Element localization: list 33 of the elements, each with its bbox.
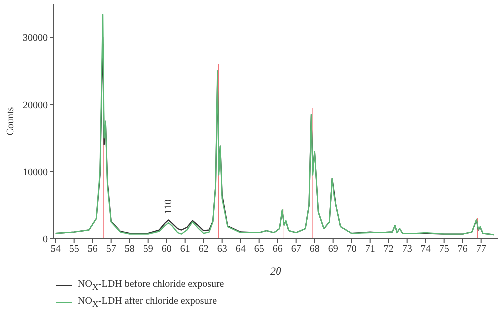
annotation: 110 <box>164 200 175 214</box>
y-tick-label: 20000 <box>23 100 48 112</box>
x-tick-label: 76 <box>458 244 468 256</box>
x-tick-label: 57 <box>106 244 116 256</box>
y-tick-label: 10000 <box>23 167 48 178</box>
x-tick-label: 70 <box>346 244 357 256</box>
x-tick-label: 63 <box>217 244 228 256</box>
y-axis-title: Counts <box>6 107 17 136</box>
x-tick-label: 77 <box>476 244 486 256</box>
legend-label: NO$_{X}$-LDH after chloride exposure <box>78 296 218 309</box>
x-tick-label: 64 <box>236 244 246 256</box>
x-tick-label: 72 <box>384 244 394 256</box>
legend-label: NO$_{X}$-LDH before chloride exposure <box>78 279 224 292</box>
x-tick-label: 75 <box>439 244 450 256</box>
x-tick-label: 65 <box>254 244 264 256</box>
x-tick-label: 68 <box>310 244 320 256</box>
x-tick-label: 60 <box>162 244 172 256</box>
x-tick-label: 62 <box>198 244 209 256</box>
x-tick-label: 56 <box>88 244 98 256</box>
x-tick-label: 55 <box>69 244 80 256</box>
x-tick-label: 58 <box>124 244 135 256</box>
x-tick-label: 66 <box>272 244 283 256</box>
x-tick-label: 73 <box>402 244 412 256</box>
x-tick-label: 74 <box>420 244 431 256</box>
y-tick-label: 30000 <box>23 33 48 44</box>
y-tick-label: 0 <box>43 234 48 246</box>
x-tick-label: 59 <box>143 244 154 256</box>
x-tick-label: 67 <box>291 244 302 256</box>
x-axis-title: 2θ <box>270 266 282 278</box>
x-tick-label: 71 <box>365 244 376 256</box>
x-tick-label: 54 <box>50 244 61 256</box>
x-tick-label: 69 <box>328 244 338 256</box>
x-tick-label: 61 <box>180 244 190 256</box>
